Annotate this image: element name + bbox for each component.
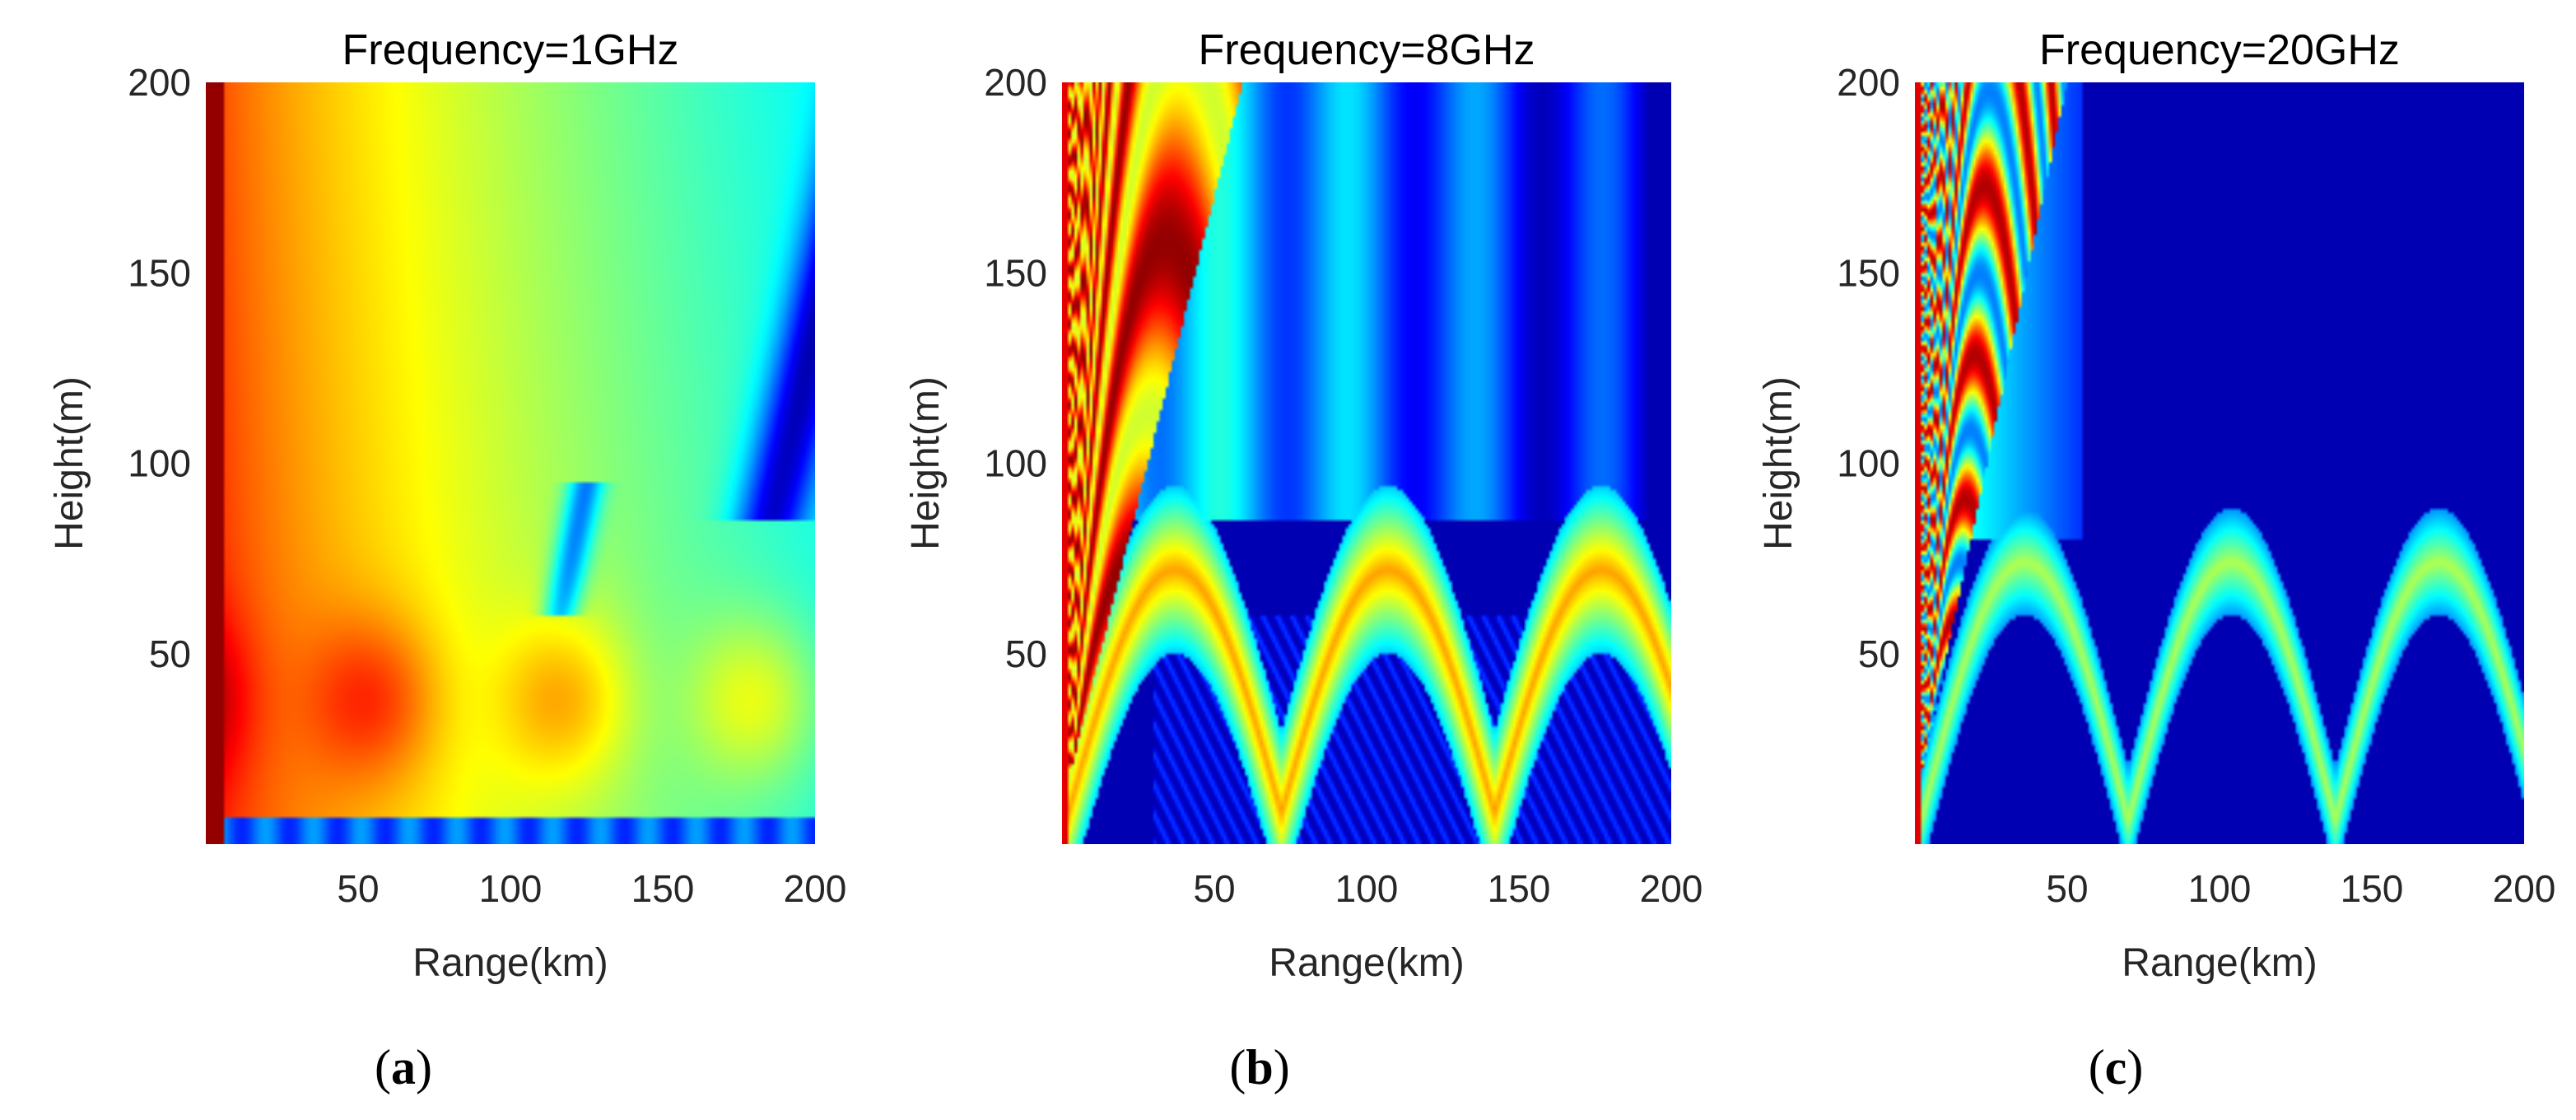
y-tick-label: 200: [984, 61, 1047, 104]
x-axis-label: Range(km): [2122, 941, 2317, 985]
heatmap-c: [1915, 82, 2524, 844]
x-tick-label: 100: [1335, 867, 1399, 910]
y-tick-label: 100: [984, 442, 1047, 485]
chart-panel-b: Frequency=8GHz 50 100 150 200 50 100 150 200 Rang…: [904, 26, 1703, 985]
y-tick-label: 150: [1837, 251, 1900, 294]
panel-label-c: (c): [2088, 1040, 2144, 1094]
x-tick-label: 50: [337, 867, 379, 910]
y-tick-label: 100: [1837, 442, 1900, 485]
y-tick-label: 50: [1005, 632, 1047, 675]
y-tick-label: 200: [1837, 61, 1900, 104]
x-tick-label: 150: [1488, 867, 1551, 910]
panel-label-a: (a): [375, 1040, 432, 1094]
y-tick-label: 200: [128, 61, 191, 104]
panel-label-b: (b): [1229, 1040, 1290, 1094]
chart-title-c: Frequency=20GHz: [2039, 26, 2400, 74]
chart-title-b: Frequency=8GHz: [1199, 26, 1535, 74]
y-tick-label: 50: [149, 632, 191, 675]
x-tick-label: 50: [1193, 867, 1235, 910]
x-tick-label: 200: [1640, 867, 1703, 910]
chart-title-a: Frequency=1GHz: [342, 26, 679, 74]
x-tick-label: 100: [2188, 867, 2252, 910]
heatmap-a: [206, 82, 815, 844]
chart-panel-c: Frequency=20GHz 50 100 150 200 50 100 150 200 Ran…: [1757, 26, 2555, 985]
y-tick-label: 150: [128, 251, 191, 294]
y-tick-label: 100: [128, 442, 191, 485]
heatmap-b: [1062, 82, 1671, 844]
chart-panel-a: Frequency=1GHz 50 100 150 200 50 100 150 200 Rang…: [48, 26, 846, 985]
x-tick-label: 200: [784, 867, 847, 910]
y-axis-label: Height(m): [48, 376, 91, 550]
y-tick-label: 50: [1858, 632, 1900, 675]
x-axis-label: Range(km): [1269, 941, 1464, 985]
x-tick-label: 100: [479, 867, 543, 910]
x-tick-label: 150: [2341, 867, 2404, 910]
y-axis-label: Height(m): [1757, 376, 1800, 550]
x-axis-label: Range(km): [412, 941, 608, 985]
x-tick-label: 200: [2493, 867, 2556, 910]
x-tick-label: 50: [2046, 867, 2088, 910]
y-tick-label: 150: [984, 251, 1047, 294]
x-tick-label: 150: [631, 867, 695, 910]
y-axis-label: Height(m): [904, 376, 948, 550]
